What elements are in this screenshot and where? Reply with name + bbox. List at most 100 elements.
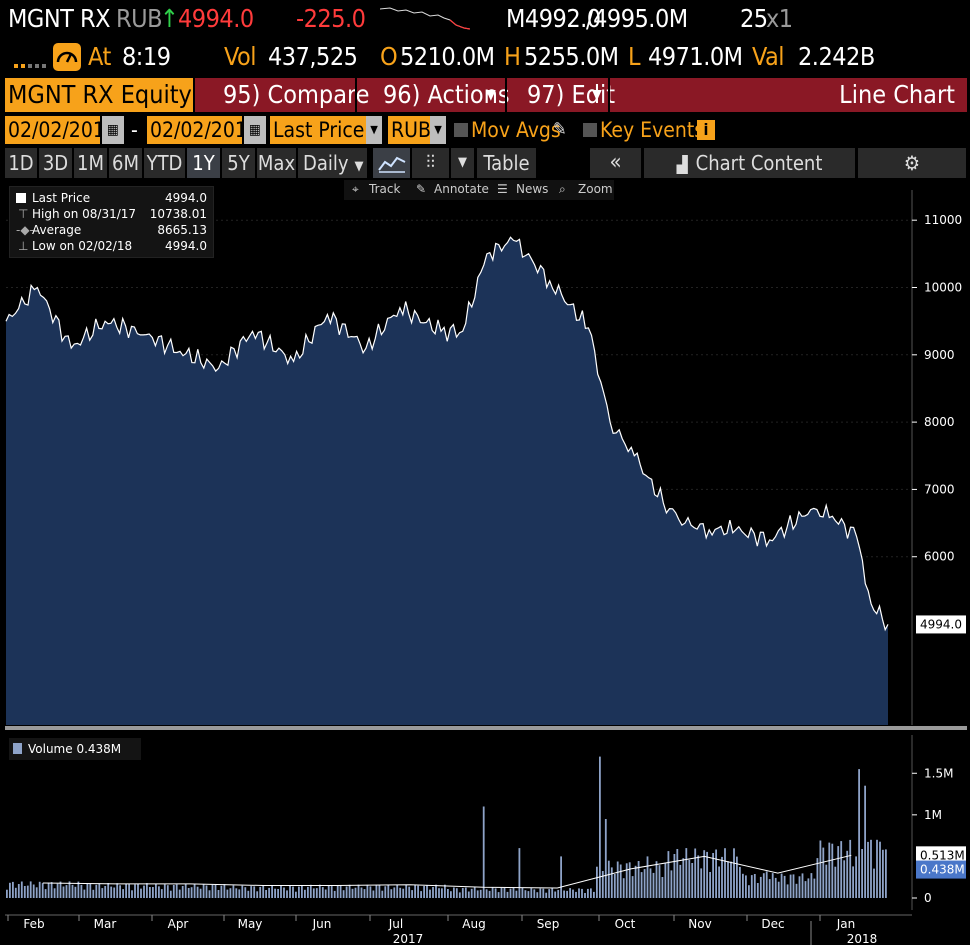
volume-bar xyxy=(864,785,866,898)
table-button[interactable]: Table xyxy=(477,148,537,178)
period-ytd[interactable]: YTD xyxy=(144,148,186,178)
volume-bar xyxy=(333,890,336,898)
news-icon[interactable]: ☰ xyxy=(497,182,508,196)
line-chart-icon[interactable] xyxy=(373,148,411,178)
volume-bar xyxy=(128,884,130,898)
info-icon[interactable]: i xyxy=(697,120,715,140)
volume-bar xyxy=(217,890,220,898)
volume-bar xyxy=(193,883,196,898)
volume-bar xyxy=(23,886,26,898)
volume-bar xyxy=(533,889,536,898)
volume-bar xyxy=(765,871,768,898)
currency-dropdown-icon[interactable]: ▼ xyxy=(430,116,446,144)
chart-content-button[interactable]: ▟ Chart Content xyxy=(644,148,856,178)
key-events-checkbox[interactable] xyxy=(583,123,597,137)
annotate-tool[interactable]: Annotate xyxy=(434,182,489,196)
traded-value: 2.242B xyxy=(798,42,875,71)
field-dropdown-icon[interactable]: ▼ xyxy=(366,116,382,144)
period-5y[interactable]: 5Y xyxy=(222,148,256,178)
volume-bar xyxy=(351,888,354,898)
edit-menu[interactable]: 97) Edit xyxy=(527,80,616,109)
period-1d[interactable]: 1D xyxy=(5,148,38,178)
speedometer-icon[interactable] xyxy=(53,43,81,71)
actions-dropdown-icon[interactable]: ▼ xyxy=(486,87,496,103)
compare-menu[interactable]: 95) Compare xyxy=(223,80,370,109)
collapse-icon[interactable]: « xyxy=(590,148,642,178)
mov-avgs-checkbox[interactable] xyxy=(454,123,468,137)
start-calendar-icon[interactable]: ▦ xyxy=(102,116,124,144)
period-3d[interactable]: 3D xyxy=(39,148,73,178)
security-field[interactable]: MGNT RX Equity xyxy=(5,78,193,112)
period-max[interactable]: Max xyxy=(257,148,297,178)
volume-bar xyxy=(107,883,110,898)
volume-bar xyxy=(44,889,47,898)
end-calendar-icon[interactable]: ▦ xyxy=(244,116,266,144)
volume-bar xyxy=(214,884,217,898)
last-price-tag xyxy=(916,615,966,634)
edit-dropdown-icon[interactable]: ▼ xyxy=(592,87,602,103)
bid-price: M4992.0 xyxy=(506,4,601,33)
volume-bar xyxy=(247,890,250,898)
end-date-field[interactable]: 02/02/2018 xyxy=(147,116,259,144)
gear-icon[interactable]: ⚙ xyxy=(858,148,967,178)
currency-select[interactable]: RUB xyxy=(388,116,431,144)
volume-bar xyxy=(432,887,434,898)
track-tool[interactable]: Track xyxy=(369,182,401,196)
volume-bar xyxy=(387,884,390,898)
chart-style-dropdown-icon[interactable]: ▼ xyxy=(451,148,475,178)
volume-bar xyxy=(160,889,163,898)
volume-bar xyxy=(467,891,470,898)
volume-bar xyxy=(244,887,247,898)
volume-bar xyxy=(554,891,557,898)
volume-bar xyxy=(83,889,86,898)
volume: 437,525 xyxy=(268,42,358,71)
price-y-tick-label: 10000 xyxy=(924,281,962,295)
zoom-icon[interactable]: ⌕ xyxy=(559,182,566,196)
volume-y-tick-label: 1M xyxy=(924,808,942,822)
volume-bar xyxy=(819,840,822,898)
period-1y[interactable]: 1Y xyxy=(187,148,221,178)
volume-bar xyxy=(816,858,819,898)
volume-bar xyxy=(709,872,711,898)
volume-bar xyxy=(607,860,610,898)
volume-bar xyxy=(304,889,306,898)
volume-bar xyxy=(655,861,658,898)
bar-chart-icon[interactable]: ⫶⫶ xyxy=(412,148,450,178)
pencil-icon[interactable]: ✎ xyxy=(553,119,567,140)
mov-avgs-label[interactable]: Mov Avgs xyxy=(471,118,561,142)
news-tool[interactable]: News xyxy=(516,182,549,196)
frequency-select[interactable]: Daily ▼ xyxy=(298,148,368,178)
actions-menu[interactable]: 96) Actions xyxy=(383,80,510,109)
volume-bar xyxy=(768,879,771,898)
volume-bar xyxy=(315,888,318,898)
volume-bar xyxy=(119,885,121,898)
volume-bar xyxy=(575,891,577,898)
field-select[interactable]: Last Price xyxy=(270,116,366,144)
start-date-field[interactable]: 02/02/2017 xyxy=(5,116,117,144)
volume-bar xyxy=(712,853,714,898)
signal-bars-icon xyxy=(14,64,46,68)
volume-bar xyxy=(855,856,857,898)
track-icon[interactable]: ⌖ xyxy=(352,182,359,196)
volume-bar xyxy=(95,884,98,898)
volume-bar xyxy=(593,891,595,898)
volume-bar xyxy=(235,888,238,898)
low-marker-icon: ⊥ xyxy=(18,239,29,253)
chart-tool-strip: ⌖ Track ✎ Annotate ☰ News ⌕ Zoom xyxy=(344,180,614,200)
volume-bar xyxy=(676,849,679,898)
period-1m[interactable]: 1M xyxy=(74,148,108,178)
date-controls: 02/02/2017 ▦ - 02/02/2018 ▦ Last Price ▼… xyxy=(5,116,715,144)
volume-bar xyxy=(384,886,387,898)
volume-bar xyxy=(104,886,107,898)
zoom-tool[interactable]: Zoom xyxy=(578,182,613,196)
pane-divider[interactable] xyxy=(5,726,967,730)
volume-bar xyxy=(324,889,327,898)
net-change: -225.0 xyxy=(296,4,366,33)
high-price: 5255.0M xyxy=(524,42,619,71)
period-6m[interactable]: 6M xyxy=(109,148,143,178)
volume-avg-tag xyxy=(916,846,966,865)
price-chart[interactable]: 11000 10000 9000 8000 7000 6000 4994.0 1.5M 1M 0… xyxy=(0,180,970,945)
annotate-icon[interactable]: ✎ xyxy=(416,182,427,196)
volume-bar xyxy=(783,875,786,898)
key-events-label[interactable]: Key Events xyxy=(600,118,705,142)
